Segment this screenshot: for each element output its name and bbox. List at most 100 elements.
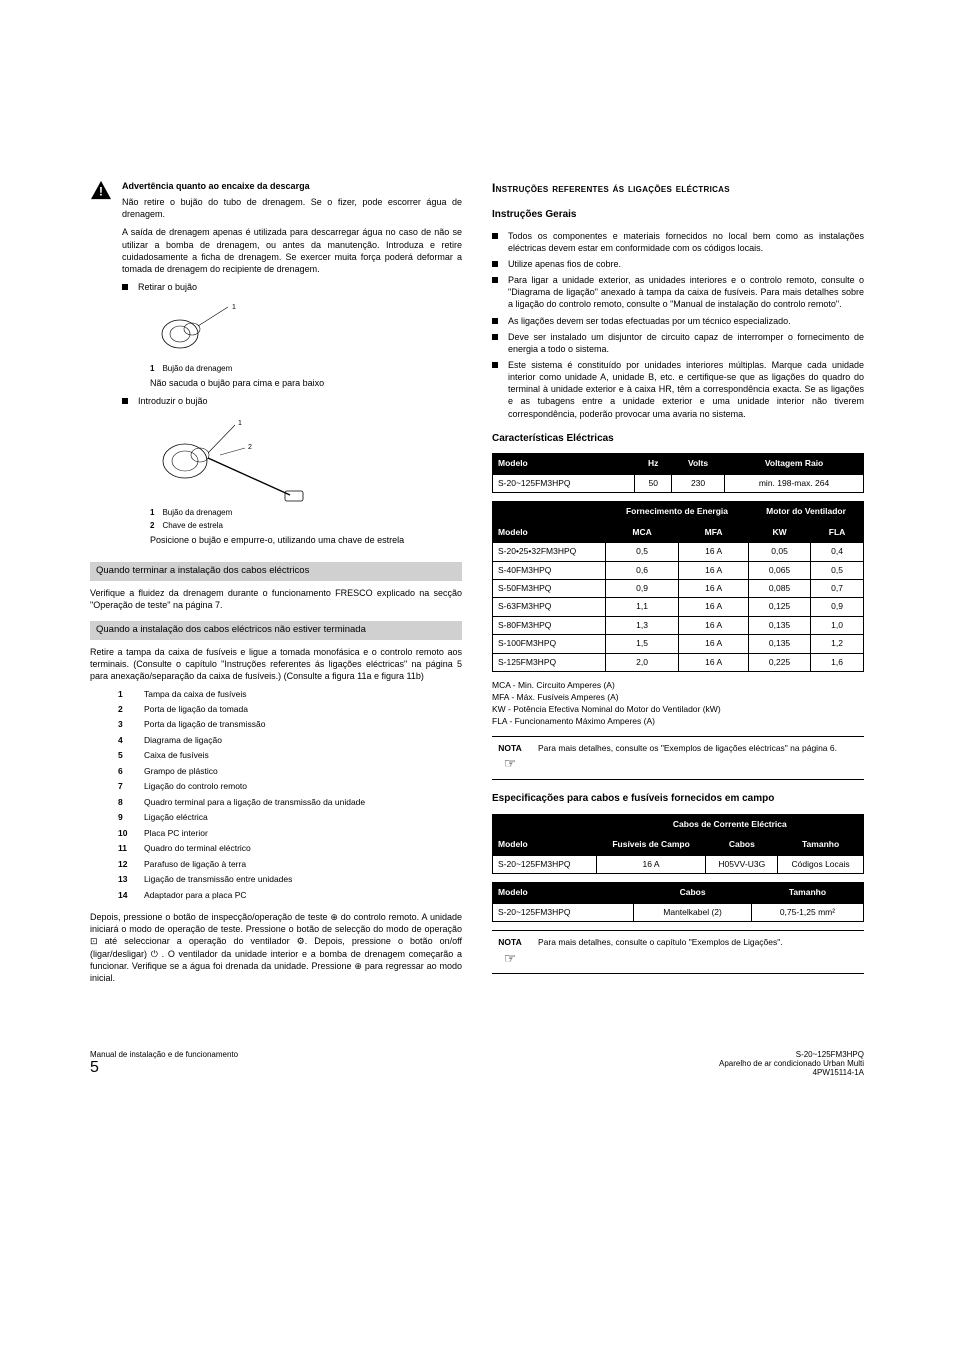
- list-item: 3Porta da ligação de transmissão: [118, 719, 462, 730]
- table-voltage: Modelo Hz Volts Voltagem Raio S-20~125FM…: [492, 453, 864, 493]
- bullet-item: Deve ser instalado um disjuntor de circu…: [492, 331, 864, 355]
- warning-para-2: A saída de drenagem apenas é utilizada p…: [122, 226, 462, 275]
- th-kw: KW: [749, 522, 811, 542]
- note-box-1: NOTA ☞ Para mais detalhes, consulte os "…: [492, 736, 864, 780]
- heading-characteristics: Características Eléctricas: [492, 432, 864, 446]
- definition-line: KW - Potência Efectiva Nominal do Motor …: [492, 704, 864, 716]
- figure2-note: Posicione o bujão e empurre-o, utilizand…: [150, 534, 462, 546]
- th-size: Tamanho: [778, 835, 864, 855]
- bullet-insert-plug: Introduzir o bujão: [138, 395, 462, 407]
- td: Mantelkabel (2): [634, 903, 752, 921]
- th-range: Voltagem Raio: [725, 454, 864, 474]
- table-row: S-20•25•32FM3HPQ0,516 A0,050,4: [493, 543, 864, 561]
- th-model: Modelo: [493, 814, 597, 855]
- td: H05VV-U3G: [706, 855, 778, 873]
- heading-general: Instruções Gerais: [492, 208, 864, 222]
- td: Códigos Locais: [778, 855, 864, 873]
- svg-text:1: 1: [232, 304, 236, 311]
- definition-line: MFA - Máx. Fusíveis Amperes (A): [492, 692, 864, 704]
- warning-title: Advertência quanto ao encaixe da descarg…: [122, 180, 462, 192]
- th-size: Tamanho: [751, 883, 863, 903]
- th-mca: MCA: [605, 522, 678, 542]
- table-supply-motor: Modelo Fornecimento de Energia Motor do …: [492, 501, 864, 672]
- figure1-caption-1: 1Bujão da drenagem: [150, 364, 462, 375]
- th-supply: Fornecimento de Energia: [605, 502, 748, 522]
- footer-manual-title: Manual de instalação e de funcionamento: [90, 1050, 238, 1059]
- table-row: S-80FM3HPQ1,316 A0,1351,0: [493, 616, 864, 634]
- list-item: 11Quadro do terminal eléctrico: [118, 843, 462, 854]
- definition-line: FLA - Funcionamento Máximo Amperes (A): [492, 716, 864, 728]
- note-box-2: NOTA ☞ Para mais detalhes, consulte o ca…: [492, 930, 864, 974]
- figure2-caption-2: 2Chave de estrela: [150, 521, 462, 532]
- td: S-20~125FM3HPQ: [493, 474, 635, 492]
- note-label: NOTA: [492, 937, 528, 948]
- list-item: 13Ligação de transmissão entre unidades: [118, 874, 462, 885]
- right-column: Instruções referentes ás ligações eléctr…: [492, 180, 864, 990]
- td: min. 198-max. 264: [725, 474, 864, 492]
- warning-icon: !: [90, 180, 112, 200]
- bullet-item: Utilize apenas fios de cobre.: [492, 258, 864, 270]
- td: 230: [671, 474, 724, 492]
- svg-text:1: 1: [238, 420, 242, 427]
- td: S-20~125FM3HPQ: [493, 855, 597, 873]
- hand-icon: ☞: [492, 949, 528, 968]
- th-power-cables: Cabos de Corrente Eléctrica: [596, 814, 863, 834]
- list-item: 5Caixa de fusíveis: [118, 750, 462, 761]
- note-text: Para mais detalhes, consulte os "Exemplo…: [538, 743, 864, 773]
- th-model: Modelo: [493, 883, 634, 903]
- table-row: S-40FM3HPQ0,616 A0,0650,5: [493, 561, 864, 579]
- td: 16 A: [596, 855, 706, 873]
- table-row: S-125FM3HPQ2,016 A0,2251,6: [493, 653, 864, 671]
- list-item: 2Porta de ligação da tomada: [118, 704, 462, 715]
- bullet-item: Este sistema é constituído por unidades …: [492, 359, 864, 420]
- figure-drain-plug-insert: 1 2: [150, 413, 462, 506]
- list-item: 4Diagrama de ligação: [118, 735, 462, 746]
- table-row: S-100FM3HPQ1,516 A0,1351,2: [493, 635, 864, 653]
- table-cable-size: Modelo Cabos Tamanho S-20~125FM3HPQ Mant…: [492, 882, 864, 922]
- bullet-item: As ligações devem ser todas efectuadas p…: [492, 315, 864, 327]
- footer-product: Aparelho de ar condicionado Urban Multi: [719, 1059, 864, 1068]
- th-model: Modelo: [493, 454, 635, 474]
- final-paragraph: Depois, pressione o botão de inspecção/o…: [90, 911, 462, 984]
- figure2-caption-1: 1Bujão da drenagem: [150, 508, 462, 519]
- th-cable: Cabos: [634, 883, 752, 903]
- definition-line: MCA - Min. Circuito Amperes (A): [492, 680, 864, 692]
- th-fla: FLA: [811, 522, 864, 542]
- list-item: 6Grampo de plástico: [118, 766, 462, 777]
- th-hz: Hz: [635, 454, 671, 474]
- section-bar-finished: Quando terminar a instalação dos cabos e…: [90, 562, 462, 581]
- bullet-square-icon: [122, 284, 128, 290]
- list-item: 14Adaptador para a placa PC: [118, 890, 462, 901]
- page-footer: Manual de instalação e de funcionamento …: [0, 1050, 954, 1117]
- td: S-20~125FM3HPQ: [493, 903, 634, 921]
- th-motor: Motor do Ventilador: [749, 502, 864, 522]
- list-item: 12Parafuso de ligação à terra: [118, 859, 462, 870]
- section1-text: Verifique a fluidez da drenagem durante …: [90, 587, 462, 611]
- hand-icon: ☞: [492, 754, 528, 773]
- list-item: 10Placa PC interior: [118, 828, 462, 839]
- bullet-item: Todos os componentes e materiais forneci…: [492, 230, 864, 254]
- note-text: Para mais detalhes, consulte o capítulo …: [538, 937, 864, 967]
- bullet-square-icon: [122, 398, 128, 404]
- heading-electrical: Instruções referentes ás ligações eléctr…: [492, 180, 864, 196]
- list-item: 7Ligação do controlo remoto: [118, 781, 462, 792]
- numbered-list: 1Tampa da caixa de fusíveis 2Porta de lig…: [118, 689, 462, 902]
- left-column: ! Advertência quanto ao encaixe da desca…: [90, 180, 462, 990]
- figure-drain-plug-remove: 1: [150, 299, 462, 362]
- warning-box: ! Advertência quanto ao encaixe da desca…: [90, 180, 462, 552]
- warning-para-1: Não retire o bujão do tubo de drenagem. …: [122, 196, 462, 220]
- svg-text:2: 2: [248, 444, 252, 451]
- table-field-cables: Modelo Cabos de Corrente Eléctrica Fusív…: [492, 814, 864, 874]
- list-item: 1Tampa da caixa de fusíveis: [118, 689, 462, 700]
- svg-text:!: !: [99, 184, 103, 198]
- note-label: NOTA: [492, 743, 528, 754]
- page-number: 5: [90, 1059, 238, 1077]
- list-item: 8Quadro terminal para a ligação de trans…: [118, 797, 462, 808]
- td: 50: [635, 474, 671, 492]
- general-bullets: Todos os componentes e materiais forneci…: [492, 230, 864, 420]
- td: 0,75-1,25 mm²: [751, 903, 863, 921]
- table-row: S-50FM3HPQ0,916 A0,0850,7: [493, 579, 864, 597]
- th-mfa: MFA: [679, 522, 749, 542]
- definitions-list: MCA - Min. Circuito Amperes (A)MFA - Máx…: [492, 680, 864, 728]
- th-cable: Cabos: [706, 835, 778, 855]
